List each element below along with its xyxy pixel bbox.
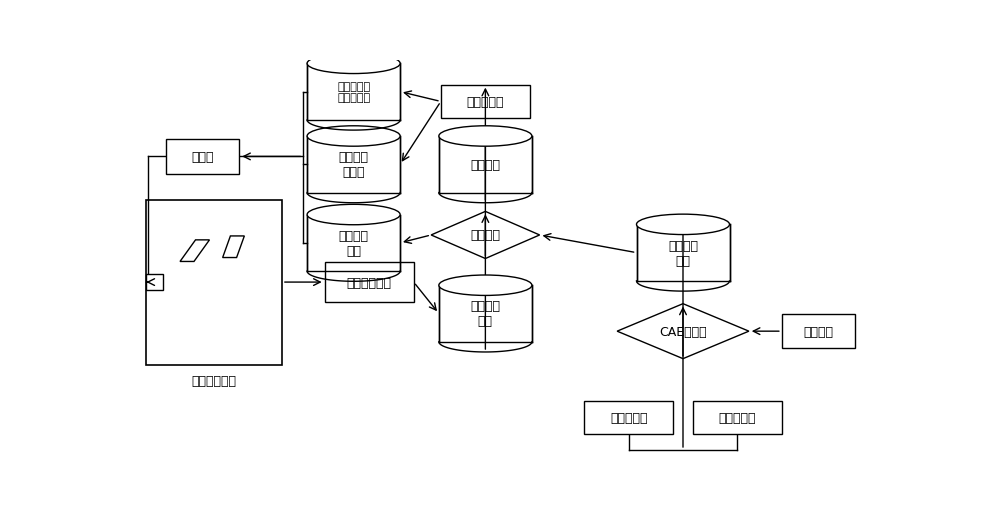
Polygon shape: [307, 137, 400, 193]
Bar: [146, 275, 163, 290]
Bar: [584, 401, 673, 434]
Polygon shape: [180, 240, 209, 262]
Text: 刀具参数: 刀具参数: [804, 325, 834, 338]
Polygon shape: [431, 212, 540, 259]
Ellipse shape: [307, 127, 400, 147]
Polygon shape: [617, 304, 749, 359]
Bar: [441, 86, 530, 119]
Ellipse shape: [307, 54, 400, 74]
Text: 偏差计算: 偏差计算: [470, 229, 500, 242]
Polygon shape: [439, 137, 532, 193]
Text: CAE热分析: CAE热分析: [659, 325, 707, 338]
Text: 中央处理器: 中央处理器: [467, 96, 504, 109]
Ellipse shape: [307, 205, 400, 225]
Text: 红外成像图谱: 红外成像图谱: [347, 276, 392, 289]
Text: 工件结构图: 工件结构图: [610, 411, 648, 424]
Text: 预测理想冷
却液输出量: 预测理想冷 却液输出量: [337, 81, 370, 103]
Bar: [325, 263, 414, 302]
Ellipse shape: [637, 215, 730, 235]
Ellipse shape: [439, 275, 532, 296]
Text: 预测理想
进给量: 预测理想 进给量: [339, 151, 369, 179]
Text: 加工区域
温度: 加工区域 温度: [470, 300, 500, 328]
Bar: [782, 315, 855, 348]
Text: 预测理想
转速: 预测理想 转速: [339, 230, 369, 258]
Polygon shape: [439, 286, 532, 342]
Polygon shape: [307, 215, 400, 271]
Text: 工艺参数表: 工艺参数表: [718, 411, 756, 424]
Polygon shape: [307, 64, 400, 121]
Text: 控制器: 控制器: [191, 151, 214, 163]
Text: 温度偏差: 温度偏差: [470, 158, 500, 172]
Bar: [146, 200, 282, 365]
Ellipse shape: [439, 127, 532, 147]
Polygon shape: [637, 225, 730, 281]
Bar: [693, 401, 782, 434]
Text: 理想工况
温度: 理想工况 温度: [668, 239, 698, 267]
Text: 数控机床系统: 数控机床系统: [192, 374, 237, 387]
Polygon shape: [223, 237, 244, 258]
Bar: [166, 139, 239, 175]
